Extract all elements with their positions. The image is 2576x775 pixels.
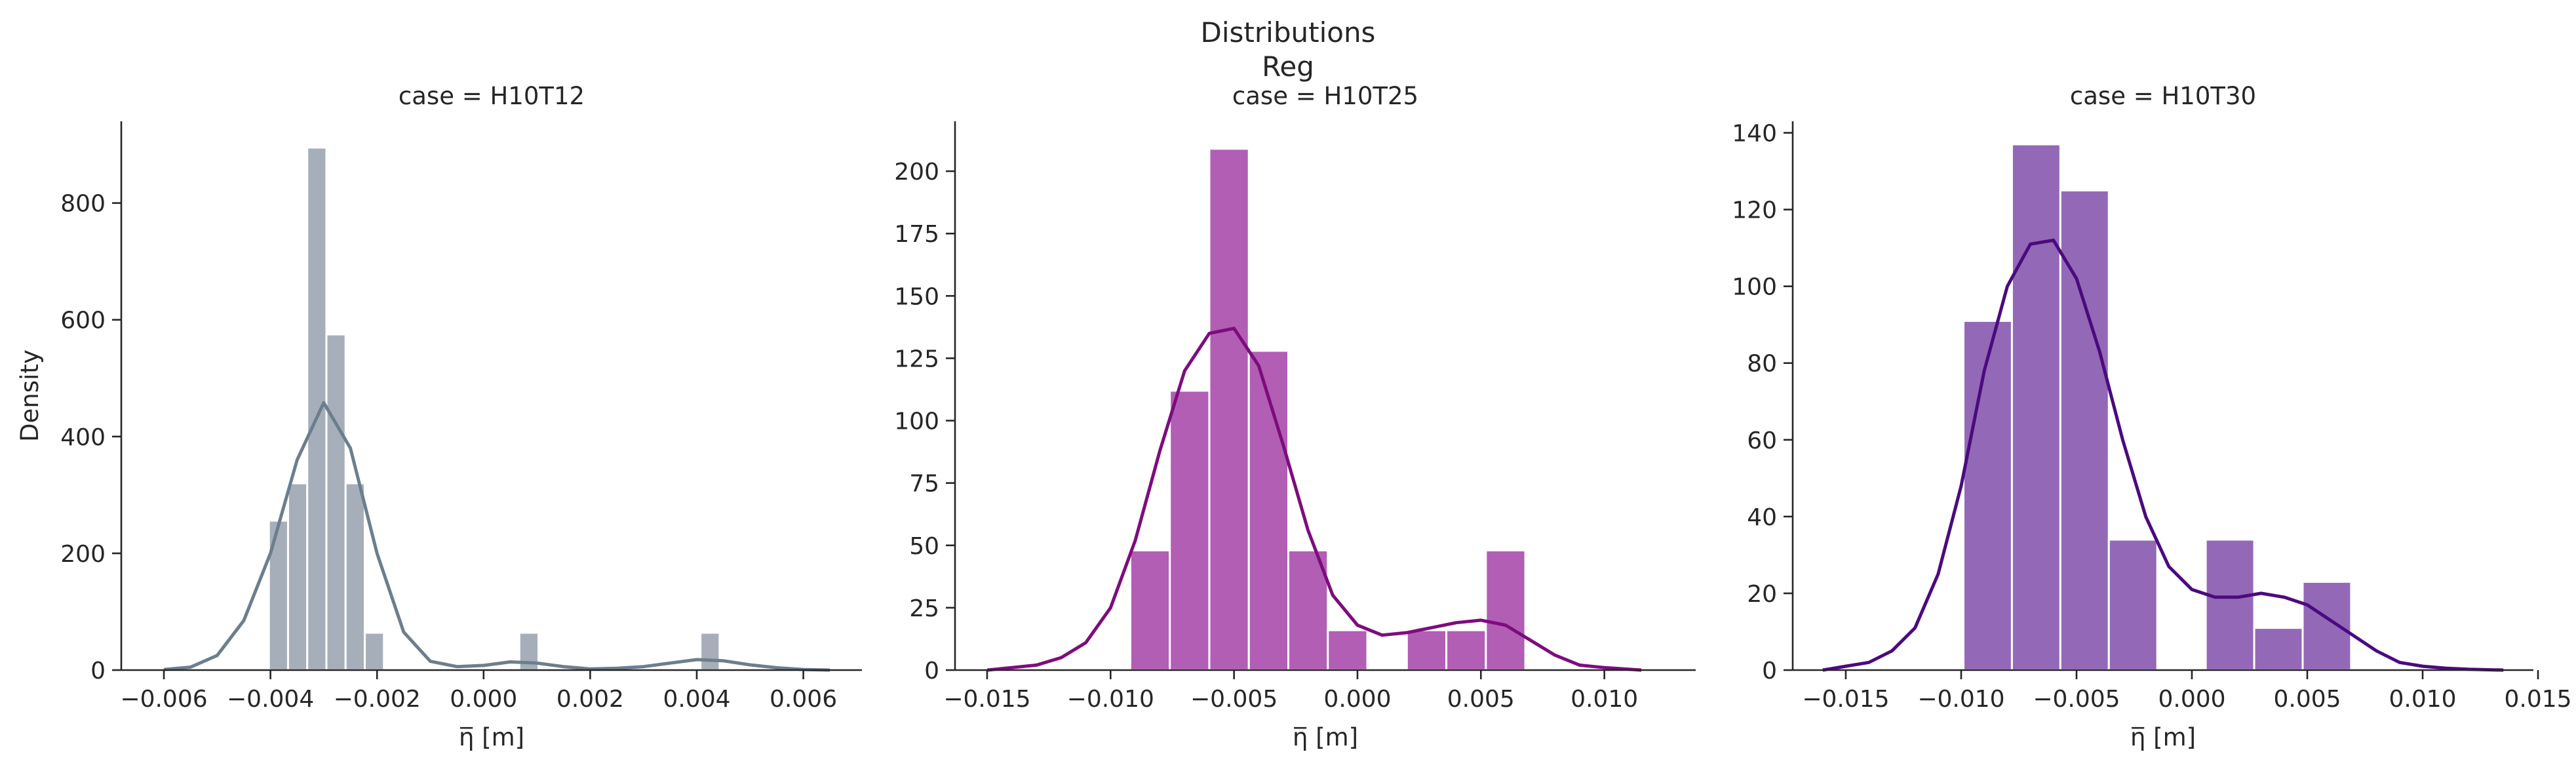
x-tick-label: 0.006 bbox=[770, 686, 837, 713]
histogram-bar bbox=[344, 482, 366, 671]
histogram-bar bbox=[2107, 538, 2158, 671]
histogram-bar bbox=[306, 146, 328, 671]
y-tick-label: 100 bbox=[1732, 274, 1777, 301]
histogram-bar bbox=[364, 631, 385, 671]
x-tick-label: 0.010 bbox=[1571, 686, 1638, 713]
subplot-title: case = H10T30 bbox=[2070, 82, 2256, 110]
x-axis-label: η̅ [m] bbox=[2130, 723, 2196, 751]
y-tick-label: 175 bbox=[894, 221, 939, 248]
y-tick-label: 0 bbox=[1762, 658, 1777, 685]
x-tick-label: 0.000 bbox=[2158, 686, 2225, 713]
subplot-1: −0.006 −0.004 −0.002 0.000 0.002 0.004 0.006 0 2… bbox=[16, 82, 862, 751]
subplot-title: case = H10T25 bbox=[1232, 82, 1418, 110]
histogram-bar bbox=[699, 631, 721, 671]
kde-line bbox=[1822, 238, 2504, 672]
y-tick-label: 125 bbox=[894, 346, 939, 372]
x-tick-label: −0.010 bbox=[1067, 686, 1154, 713]
y-tick-label: 200 bbox=[60, 541, 106, 568]
subplot-2: −0.015 −0.010 −0.005 0.000 0.005 0.010 0 25 50 75… bbox=[894, 82, 1696, 751]
x-tick-label: 0.004 bbox=[663, 686, 730, 713]
histogram-bar bbox=[1129, 549, 1171, 671]
y-tick-label: 600 bbox=[60, 308, 106, 334]
histogram-bar bbox=[1287, 549, 1329, 671]
histogram-bar bbox=[286, 482, 309, 671]
x-tick-label: 0.005 bbox=[2273, 686, 2341, 713]
x-tick-label: −0.004 bbox=[227, 686, 314, 713]
y-tick-label: 75 bbox=[909, 471, 939, 498]
y-tick-label: 80 bbox=[1747, 351, 1777, 378]
kde-line bbox=[163, 401, 830, 672]
y-tick-label: 140 bbox=[1732, 121, 1777, 148]
y-tick-label: 150 bbox=[894, 283, 939, 310]
x-tick-label: 0.015 bbox=[2505, 686, 2572, 713]
y-tick-label: 25 bbox=[909, 595, 939, 622]
y-tick-label: 120 bbox=[1732, 197, 1777, 224]
x-tick-label: −0.015 bbox=[943, 686, 1030, 713]
histogram-bar bbox=[325, 333, 347, 671]
histogram-bar bbox=[2059, 189, 2110, 671]
subplot-title: case = H10T12 bbox=[399, 82, 585, 110]
y-axis-label: Density bbox=[16, 349, 44, 442]
histogram-bar bbox=[1962, 319, 2013, 671]
histogram-bar bbox=[1247, 349, 1289, 671]
y-tick-label: 100 bbox=[894, 408, 939, 435]
figure-subtitle: Reg bbox=[1262, 50, 1314, 83]
y-tick-label: 40 bbox=[1747, 504, 1777, 531]
histogram-bar bbox=[2253, 627, 2304, 671]
y-tick-label: 200 bbox=[894, 159, 939, 186]
y-tick-label: 0 bbox=[90, 658, 106, 685]
x-tick-label: 0.002 bbox=[556, 686, 624, 713]
histogram-bar bbox=[1208, 148, 1250, 671]
y-tick-label: 800 bbox=[60, 191, 106, 218]
figure-title: Distributions bbox=[1200, 16, 1376, 49]
histogram-bar bbox=[2204, 538, 2255, 671]
y-tick-label: 60 bbox=[1747, 427, 1777, 454]
x-tick-label: 0.000 bbox=[1323, 686, 1391, 713]
x-tick-label: 0.005 bbox=[1447, 686, 1515, 713]
y-tick-label: 400 bbox=[60, 424, 106, 451]
subplot-3: −0.015 −0.010 −0.005 0.000 0.005 0.010 0.015 0 2… bbox=[1732, 82, 2571, 751]
histogram-bar bbox=[1445, 629, 1487, 671]
x-tick-label: −0.015 bbox=[1802, 686, 1889, 713]
histogram-bar bbox=[2010, 143, 2061, 671]
x-tick-label: −0.005 bbox=[1190, 686, 1278, 713]
y-tick-label: 20 bbox=[1747, 581, 1777, 608]
x-tick-label: 0.010 bbox=[2389, 686, 2456, 713]
histogram-bar bbox=[2301, 580, 2352, 671]
histogram-bar bbox=[1327, 629, 1369, 671]
y-tick-label: 0 bbox=[924, 658, 939, 685]
x-tick-label: −0.002 bbox=[334, 686, 421, 713]
x-tick-label: −0.006 bbox=[120, 686, 207, 713]
x-axis-label: η̅ [m] bbox=[459, 723, 524, 751]
y-tick-label: 50 bbox=[909, 533, 939, 560]
histogram-bar bbox=[1405, 629, 1448, 671]
kde-line bbox=[986, 327, 1642, 672]
x-tick-label: −0.005 bbox=[2033, 686, 2120, 713]
x-axis-label: η̅ [m] bbox=[1293, 723, 1358, 751]
x-tick-label: −0.010 bbox=[1917, 686, 2004, 713]
histogram-bar bbox=[1169, 389, 1211, 671]
histogram-bar bbox=[1485, 549, 1527, 671]
x-tick-label: 0.000 bbox=[450, 686, 517, 713]
